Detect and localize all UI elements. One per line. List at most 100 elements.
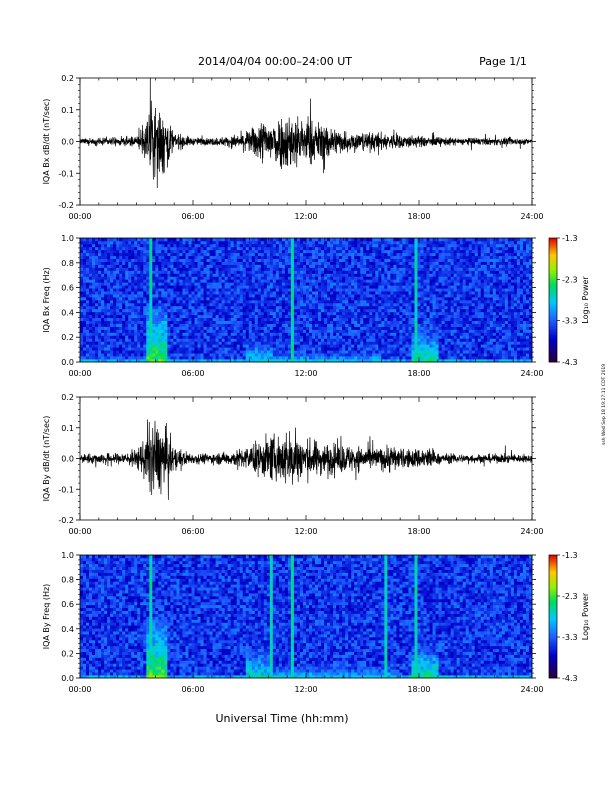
heatmap-cell bbox=[321, 329, 325, 333]
heatmap-cell bbox=[290, 302, 295, 307]
heatmap-cell bbox=[306, 350, 310, 354]
heatmap-cell bbox=[239, 243, 244, 248]
heatmap-cell bbox=[351, 335, 355, 339]
heatmap-cell bbox=[113, 297, 117, 301]
heatmap-cell bbox=[209, 273, 213, 277]
heatmap-cell bbox=[221, 291, 225, 295]
heatmap-cell bbox=[131, 317, 135, 322]
heatmap-cell bbox=[287, 261, 292, 265]
heatmap-cell bbox=[170, 359, 174, 363]
heatmap-cell bbox=[146, 356, 150, 360]
heatmap-cell bbox=[426, 353, 430, 357]
heatmap-cell bbox=[215, 255, 219, 260]
heatmap-cell bbox=[125, 240, 129, 245]
heatmap-cell bbox=[134, 276, 138, 280]
heatmap-cell bbox=[158, 264, 162, 268]
heatmap-cell bbox=[372, 261, 376, 265]
heatmap-cell bbox=[263, 359, 268, 363]
heatmap-cell bbox=[372, 341, 376, 345]
heatmap-cell bbox=[245, 353, 250, 357]
heatmap-cell bbox=[164, 291, 168, 295]
heatmap-cell bbox=[152, 285, 156, 289]
heatmap-cell bbox=[345, 276, 349, 280]
heatmap-cell bbox=[122, 305, 126, 310]
heatmap-cell bbox=[263, 338, 268, 342]
heatmap-cell bbox=[209, 347, 213, 351]
heatmap-cell bbox=[104, 329, 108, 333]
heatmap-cell bbox=[284, 326, 289, 330]
heatmap-cell bbox=[284, 255, 289, 260]
heatmap-cell bbox=[251, 353, 256, 357]
heatmap-cell bbox=[333, 243, 337, 248]
heatmap-cell bbox=[351, 240, 355, 245]
heatmap-cell bbox=[86, 238, 90, 242]
heatmap-cell bbox=[290, 270, 295, 274]
heatmap-cell bbox=[182, 341, 186, 345]
heatmap-cell bbox=[143, 305, 147, 310]
heatmap-cell bbox=[80, 326, 84, 330]
heatmap-cell bbox=[275, 267, 280, 271]
heatmap-cell bbox=[248, 353, 253, 357]
heatmap-cell bbox=[89, 353, 93, 357]
heatmap-cell bbox=[167, 350, 171, 354]
heatmap-cell bbox=[167, 359, 171, 363]
heatmap-cell bbox=[224, 285, 228, 289]
heatmap-cell bbox=[266, 314, 271, 319]
heatmap-cell bbox=[390, 359, 394, 363]
heatmap-cell bbox=[260, 294, 265, 298]
heatmap-cell bbox=[381, 273, 385, 277]
heatmap-cell bbox=[263, 249, 268, 254]
heatmap-cell bbox=[173, 347, 177, 351]
heatmap-cell bbox=[149, 243, 153, 248]
heatmap-cell bbox=[152, 294, 156, 298]
heatmap-cell bbox=[224, 344, 228, 348]
heatmap-cell bbox=[92, 246, 96, 251]
heatmap-cell bbox=[227, 341, 232, 345]
heatmap-cell bbox=[236, 264, 241, 268]
heatmap-cell bbox=[203, 255, 207, 260]
heatmap-cell bbox=[287, 243, 292, 248]
heatmap-cell bbox=[173, 264, 177, 268]
heatmap-cell bbox=[309, 308, 313, 313]
heatmap-cell bbox=[321, 285, 325, 289]
heatmap-cell bbox=[101, 249, 105, 254]
heatmap-cell bbox=[318, 332, 322, 336]
heatmap-cell bbox=[275, 311, 280, 316]
heatmap-cell bbox=[342, 261, 346, 265]
heatmap-cell bbox=[257, 252, 262, 257]
heatmap-cell bbox=[236, 255, 241, 260]
heatmap-cell bbox=[191, 255, 195, 260]
heatmap-cell bbox=[125, 353, 129, 357]
heatmap-cell bbox=[80, 302, 84, 307]
heatmap-cell bbox=[164, 264, 168, 268]
heatmap-cell bbox=[293, 246, 298, 251]
heatmap-cell bbox=[242, 353, 247, 357]
heatmap-cell bbox=[357, 305, 361, 310]
heatmap-cell bbox=[233, 243, 238, 248]
heatmap-cell bbox=[408, 353, 412, 357]
heatmap-cell bbox=[143, 308, 147, 313]
heatmap-cell bbox=[414, 311, 418, 316]
heatmap-cell bbox=[357, 332, 361, 336]
heatmap-cell bbox=[116, 320, 120, 324]
heatmap-cell bbox=[411, 353, 415, 357]
heatmap-cell bbox=[95, 288, 99, 292]
heatmap-cell bbox=[312, 317, 316, 322]
heatmap-cell bbox=[110, 282, 114, 286]
heatmap-cell bbox=[375, 238, 379, 242]
heatmap-cell bbox=[278, 302, 283, 307]
heatmap-cell bbox=[309, 240, 313, 245]
heatmap-cell bbox=[321, 273, 325, 277]
heatmap-cell bbox=[408, 341, 412, 345]
heatmap-cell bbox=[275, 279, 280, 283]
heatmap-cell bbox=[366, 317, 370, 322]
heatmap-cell bbox=[155, 300, 159, 304]
heatmap-cell bbox=[134, 273, 138, 277]
heatmap-cell bbox=[164, 279, 168, 283]
heatmap-cell bbox=[369, 344, 373, 348]
heatmap-cell bbox=[182, 267, 186, 271]
heatmap-cell bbox=[426, 273, 430, 277]
heatmap-cell bbox=[287, 288, 292, 292]
heatmap-cell bbox=[269, 279, 274, 283]
heatmap-cell bbox=[324, 300, 328, 304]
